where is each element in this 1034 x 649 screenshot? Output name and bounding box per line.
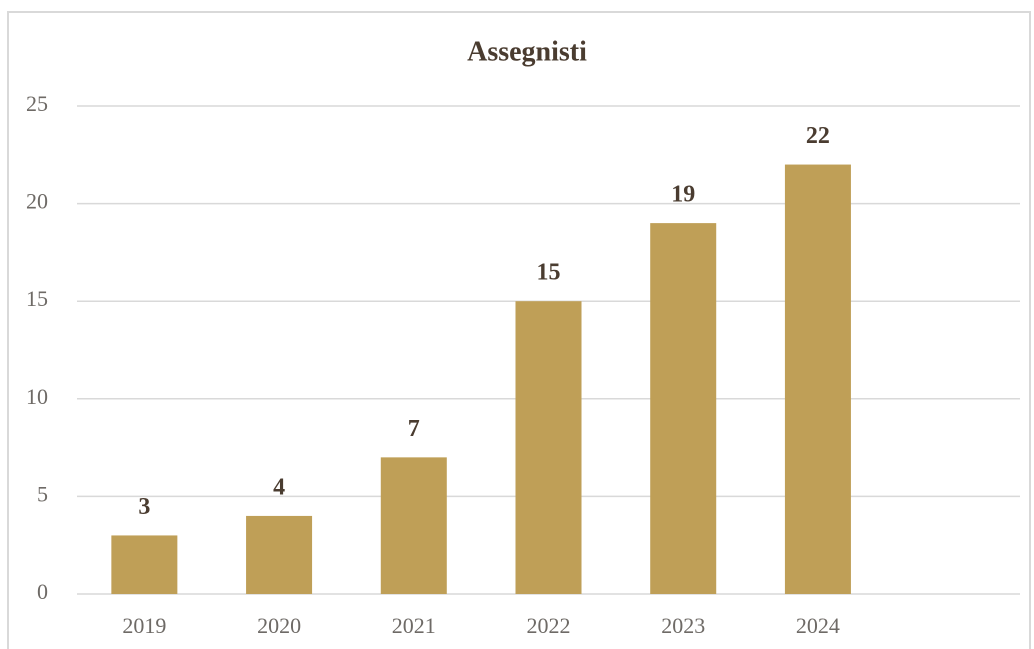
data-label: 19 — [671, 182, 695, 208]
bar — [246, 515, 313, 594]
bar — [111, 535, 178, 594]
x-tick-label: 2019 — [122, 613, 166, 638]
x-tick-label: 2024 — [796, 613, 840, 638]
y-tick-label: 20 — [26, 189, 48, 214]
bar — [784, 164, 851, 594]
y-tick-label: 25 — [26, 91, 48, 116]
bar — [380, 457, 447, 594]
data-label: 22 — [806, 123, 830, 149]
data-label: 7 — [408, 416, 420, 442]
y-tick-label: 0 — [37, 579, 48, 604]
bar — [515, 301, 582, 594]
x-tick-label: 2021 — [392, 613, 436, 638]
bar — [650, 223, 717, 594]
x-tick-label: 2020 — [257, 613, 301, 638]
chart-frame — [7, 11, 1031, 649]
data-label: 4 — [273, 474, 285, 500]
chart-title: Assegnisti — [467, 36, 587, 67]
data-label: 15 — [537, 260, 561, 286]
x-tick-label: 2023 — [661, 613, 705, 638]
x-tick-label: 2022 — [527, 613, 571, 638]
y-tick-label: 15 — [26, 286, 48, 311]
y-tick-label: 10 — [26, 384, 48, 409]
y-tick-label: 5 — [37, 481, 48, 506]
data-label: 3 — [138, 494, 150, 520]
